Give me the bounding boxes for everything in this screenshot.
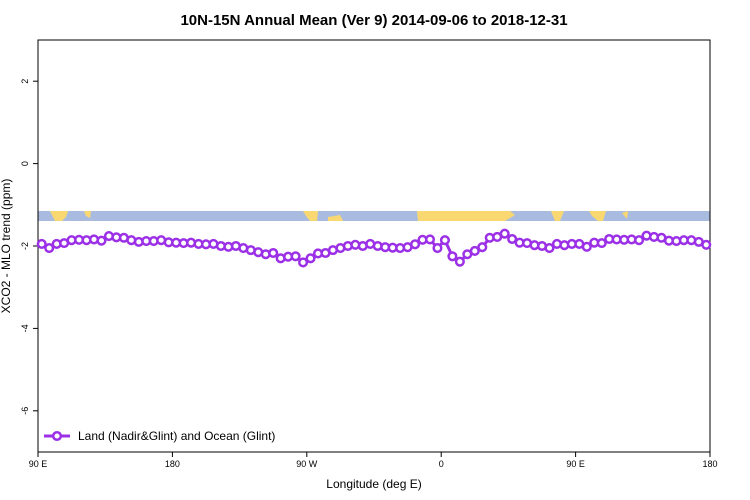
x-tick-label: 180	[165, 459, 180, 469]
land-ocean-strip	[38, 211, 710, 221]
land-patch	[303, 211, 318, 221]
chart-title: 10N-15N Annual Mean (Ver 9) 2014-09-06 t…	[180, 12, 567, 29]
data-point	[439, 235, 450, 246]
data-point	[581, 241, 592, 252]
ocean-band	[38, 211, 710, 221]
data-point	[290, 251, 301, 262]
land-patch	[50, 211, 68, 221]
x-tick-label: 90 E	[566, 459, 585, 469]
data-point	[44, 243, 55, 254]
y-tick-label: -4	[20, 324, 30, 332]
data-point	[469, 245, 480, 256]
data-point	[499, 228, 510, 239]
land-patch	[328, 215, 343, 221]
data-point	[268, 247, 279, 259]
land-patch	[417, 211, 515, 221]
land-patch	[84, 211, 91, 218]
x-tick-label: 180	[702, 459, 717, 469]
data-point	[305, 253, 316, 264]
y-axis-label: XCO2 - MLO trend (ppm)	[0, 179, 13, 314]
data-point	[507, 233, 518, 245]
data-point	[432, 243, 443, 254]
x-tick-label: 0	[439, 459, 444, 469]
data-point	[36, 238, 47, 249]
data-point	[424, 234, 436, 245]
x-tick-label: 90 E	[29, 459, 48, 469]
legend-marker	[51, 430, 63, 442]
y-tick-label: 0	[20, 161, 30, 166]
data-point	[701, 239, 712, 250]
land-patch	[622, 211, 628, 219]
legend-label: Land (Nadir&Glint) and Ocean (Glint)	[78, 429, 275, 443]
data-point	[96, 235, 107, 246]
y-tick-label: -6	[20, 407, 30, 415]
x-axis-label: Longitude (deg E)	[326, 477, 421, 491]
data-point	[477, 242, 488, 253]
y-tick-label: 2	[20, 79, 30, 84]
data-point	[634, 235, 645, 246]
data-point	[447, 251, 458, 262]
data-point	[298, 257, 309, 268]
data-point	[410, 239, 421, 250]
x-tick-label: 90 W	[296, 459, 318, 469]
data-point	[454, 256, 465, 267]
data-point	[596, 238, 607, 249]
y-tick-label: -2	[20, 242, 30, 250]
land-patch	[551, 211, 564, 221]
data-point	[544, 243, 555, 254]
land-patch	[589, 211, 606, 221]
